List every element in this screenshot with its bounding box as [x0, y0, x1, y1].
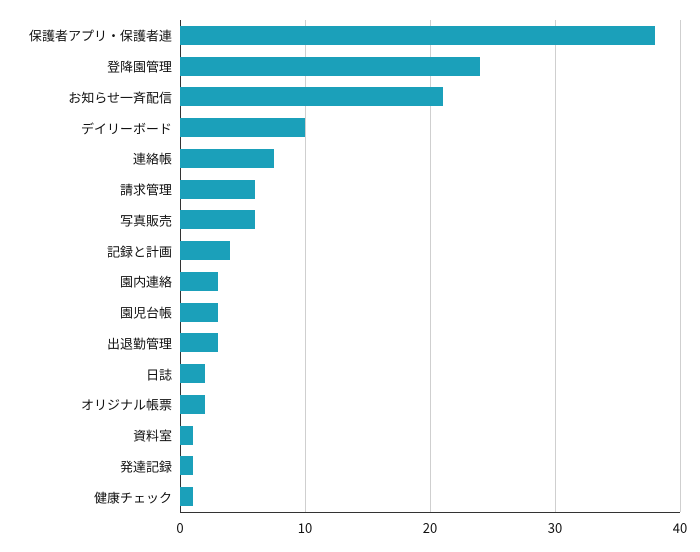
x-gridline	[555, 20, 556, 512]
y-category-label: 保護者アプリ・保護者連	[29, 26, 180, 45]
horizontal-bar-chart: 0 10 20 30 40 保護者アプリ・保護者連登降園管理お知らせ一斉配信デイリーボード…	[0, 0, 700, 552]
y-category-label: 資料室	[133, 426, 180, 445]
y-category-label: 健康チェック	[94, 487, 180, 506]
bar	[180, 87, 443, 106]
plot-area: 010203040保護者アプリ・保護者連登降園管理お知らせ一斉配信デイリーボード…	[180, 20, 680, 512]
bar	[180, 118, 305, 137]
x-tick-label: 20	[423, 512, 437, 537]
x-axis-line	[180, 512, 680, 513]
x-tick-label: 40	[673, 512, 687, 537]
bar	[180, 333, 218, 352]
bar	[180, 241, 230, 260]
bar	[180, 210, 255, 229]
y-category-label: 園児台帳	[120, 303, 180, 322]
y-category-label: オリジナル帳票	[81, 395, 180, 414]
y-category-label: 写真販売	[120, 210, 180, 229]
bar	[180, 456, 193, 475]
bar	[180, 180, 255, 199]
bar	[180, 487, 193, 506]
bar	[180, 426, 193, 445]
y-category-label: お知らせ一斉配信	[68, 87, 180, 106]
bar	[180, 272, 218, 291]
bar	[180, 149, 274, 168]
y-category-label: 園内連絡	[120, 272, 180, 291]
x-gridline	[680, 20, 681, 512]
x-tick-label: 10	[298, 512, 312, 537]
y-category-label: 連絡帳	[133, 149, 180, 168]
x-tick-label: 0	[176, 512, 183, 537]
y-category-label: 登降園管理	[107, 57, 180, 76]
y-category-label: 発達記録	[120, 456, 180, 475]
bar	[180, 303, 218, 322]
bar	[180, 364, 205, 383]
y-category-label: 請求管理	[120, 180, 180, 199]
y-category-label: 記録と計画	[107, 241, 180, 260]
y-category-label: 日誌	[146, 364, 180, 383]
y-category-label: デイリーボード	[81, 118, 180, 137]
bar	[180, 395, 205, 414]
x-tick-label: 30	[548, 512, 562, 537]
bar	[180, 57, 480, 76]
y-category-label: 出退勤管理	[107, 333, 180, 352]
bar	[180, 26, 655, 45]
